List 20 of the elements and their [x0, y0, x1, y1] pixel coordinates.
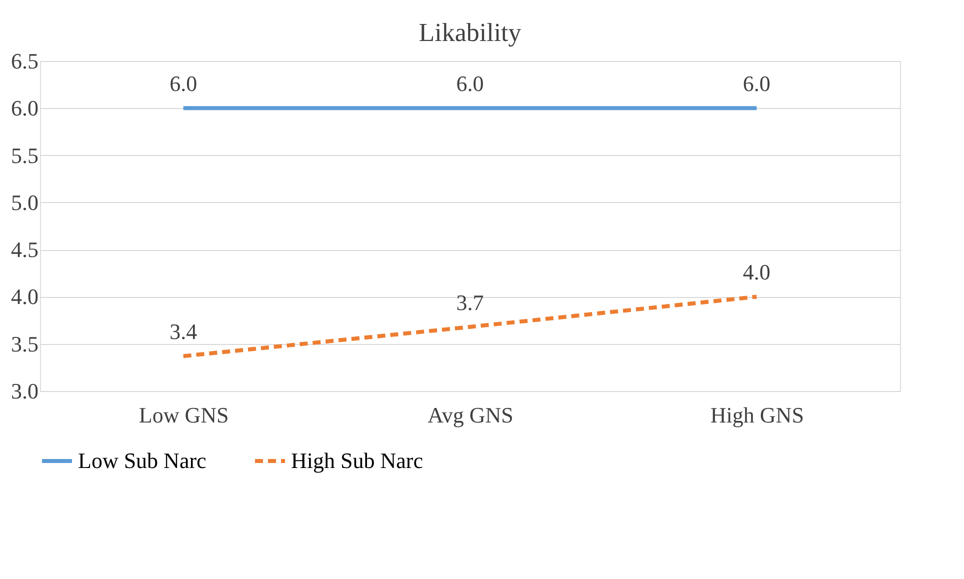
y-tick-label: 6.5: [11, 48, 38, 74]
x-tick-label: Avg GNS: [428, 402, 514, 428]
y-tick-label: 3.5: [11, 331, 38, 356]
legend-label: High Sub Narc: [291, 448, 424, 473]
data-label: 3.7: [456, 290, 484, 315]
data-label: 6.0: [456, 71, 484, 96]
data-label: 6.0: [742, 71, 770, 96]
x-tick-label: High GNS: [710, 402, 804, 428]
x-tick-label: Low GNS: [138, 402, 229, 428]
data-label: 4.0: [742, 260, 770, 285]
chart-title: Likability: [418, 18, 522, 47]
y-tick-label: 5.0: [11, 190, 38, 215]
legend-label: Low Sub Narc: [78, 448, 207, 473]
y-tick-label: 4.5: [11, 237, 38, 262]
y-tick-label: 5.5: [11, 142, 38, 168]
y-tick-label: 6.0: [11, 96, 38, 121]
data-label: 3.4: [170, 319, 198, 344]
y-tick-label: 4.0: [11, 284, 38, 310]
y-tick-label: 3.0: [11, 378, 38, 404]
data-label: 6.0: [170, 71, 198, 96]
